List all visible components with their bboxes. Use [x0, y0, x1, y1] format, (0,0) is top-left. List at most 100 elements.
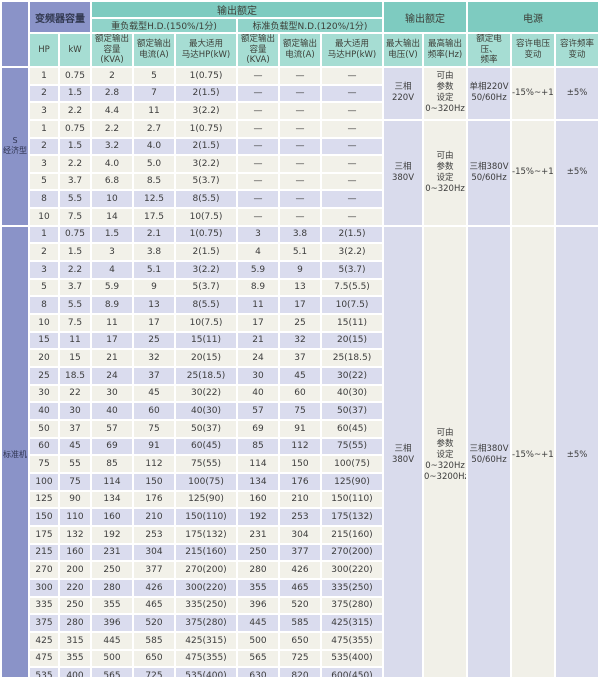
cell-hd-kva: 396 [92, 615, 132, 631]
cell-kw: 280 [60, 615, 90, 631]
cell-nd-current: 25 [280, 315, 320, 331]
cell-hd-current: 32 [134, 350, 174, 367]
cell-nd-kva: — [238, 191, 278, 208]
table-row: 300 220 280 426 300(220) 355 465 335(250) [2, 579, 598, 596]
cell-nd-current: 75 [280, 403, 320, 419]
cell-hd-motor: 2(1.5) [176, 138, 236, 155]
max-output-frequency-header: 最高输出 频率(Hz) [424, 34, 466, 66]
cell-hd-motor: 15(11) [176, 332, 236, 349]
cell-hd-motor: 60(45) [176, 438, 236, 455]
cell-nd-kva: 17 [238, 315, 278, 331]
table-row: 75 55 85 112 75(55) 114 150 100(75) [2, 456, 598, 472]
section-label: S 经济型 [2, 67, 28, 225]
cell-nd-motor: 2(1.5) [322, 226, 382, 243]
cell-nd-current: — [280, 173, 320, 190]
cell-hp: 3 [30, 103, 58, 119]
cell-hp: 375 [30, 615, 58, 631]
cell-kw: 0.75 [60, 226, 90, 243]
cell-hd-kva: 30 [92, 385, 132, 402]
cell-kw: 0.75 [60, 67, 90, 84]
cell-kw: 315 [60, 632, 90, 649]
cell-hd-kva: 24 [92, 368, 132, 384]
cell-hp: 10 [30, 209, 58, 225]
cell-nd-kva: 231 [238, 526, 278, 543]
cell-hp: 15 [30, 332, 58, 349]
cell-nd-motor: 10(7.5) [322, 297, 382, 314]
corner-cell [2, 2, 28, 66]
cell-nd-kva: — [238, 156, 278, 172]
max-output-frequency-cell: 可由 参数 设定 0~320Hz [424, 120, 466, 225]
cell-nd-current: — [280, 156, 320, 172]
cell-hd-motor: 2(1.5) [176, 85, 236, 102]
cell-nd-motor: 335(250) [322, 579, 382, 596]
max-output-voltage-cell: 三相 380V [384, 226, 422, 677]
power-supply-cell: 单相220V 50/60Hz [468, 67, 510, 119]
cell-hd-motor: 150(110) [176, 509, 236, 525]
cell-nd-motor: — [322, 173, 382, 190]
cell-kw: 0.75 [60, 120, 90, 137]
cell-kw: 90 [60, 491, 90, 508]
cell-kw: 7.5 [60, 209, 90, 225]
cell-hd-motor: 425(315) [176, 632, 236, 649]
cell-nd-kva: 8.9 [238, 279, 278, 296]
cell-hp: 215 [30, 544, 58, 561]
hp-column-header: HP [30, 34, 58, 66]
cell-hd-motor: 3(2.2) [176, 103, 236, 119]
cell-hp: 30 [30, 385, 58, 402]
cell-nd-motor: 100(75) [322, 456, 382, 472]
cell-hd-kva: 114 [92, 473, 132, 490]
cell-nd-current: 17 [280, 297, 320, 314]
cell-hd-current: 45 [134, 385, 174, 402]
cell-nd-motor: 60(45) [322, 421, 382, 437]
cell-nd-kva: 192 [238, 509, 278, 525]
cell-hd-current: 4.0 [134, 138, 174, 155]
cell-hp: 335 [30, 597, 58, 614]
cell-kw: 1.5 [60, 244, 90, 261]
cell-hd-kva: 4 [92, 262, 132, 278]
cell-nd-motor: 175(132) [322, 509, 382, 525]
cell-hd-current: 2.7 [134, 120, 174, 137]
cell-kw: 200 [60, 562, 90, 578]
table-row: 30 22 30 45 30(22) 40 60 40(30) [2, 385, 598, 402]
cell-hp: 1 [30, 67, 58, 84]
table-row: S 经济型 1 0.75 2 5 1(0.75) — — — 三相 220V 可由 参数 设定 0~… [2, 67, 599, 225]
cell-hd-motor: 30(22) [176, 385, 236, 402]
cell-nd-motor: — [322, 120, 382, 137]
cell-kw: 5.5 [60, 191, 90, 208]
cell-hd-current: 585 [134, 632, 174, 649]
cell-nd-current: 13 [280, 279, 320, 296]
cell-nd-motor: 270(200) [322, 544, 382, 561]
cell-hd-motor: 1(0.75) [176, 67, 236, 84]
voltage-tolerance-cell: -15%~+10% [512, 226, 554, 677]
table-row: 425 315 445 585 425(315) 500 650 475(355) [2, 632, 598, 649]
cell-nd-motor: — [322, 67, 382, 84]
cell-nd-motor: 50(37) [322, 403, 382, 419]
cell-nd-kva: 4 [238, 244, 278, 261]
table-row: 50 37 57 75 50(37) 69 91 60(45) [2, 421, 598, 437]
output-rating-header: 输出额定 [92, 2, 382, 17]
max-output-voltage-cell: 三相 380V [384, 120, 422, 225]
cell-nd-current: 820 [280, 668, 320, 677]
cell-hd-kva: 6.8 [92, 173, 132, 190]
cell-kw: 250 [60, 597, 90, 614]
cell-hd-motor: 1(0.75) [176, 120, 236, 137]
cell-hd-current: 112 [134, 456, 174, 472]
power-header: 电源 [468, 2, 599, 32]
cell-nd-kva: — [238, 103, 278, 119]
cell-nd-current: — [280, 120, 320, 137]
cell-nd-current: 426 [280, 562, 320, 578]
table-row: 100 75 114 150 100(75) 134 176 125(90) [2, 473, 598, 490]
cell-hp: 1 [30, 226, 58, 243]
cell-hp: 40 [30, 403, 58, 419]
cell-hd-motor: 75(55) [176, 456, 236, 472]
cell-nd-kva: 85 [238, 438, 278, 455]
cell-hp: 75 [30, 456, 58, 472]
cell-hd-current: 11 [134, 103, 174, 119]
cell-hd-kva: 4.4 [92, 103, 132, 119]
cell-kw: 45 [60, 438, 90, 455]
cell-hd-current: 17 [134, 315, 174, 331]
cell-nd-current: 725 [280, 650, 320, 667]
cell-kw: 2.2 [60, 103, 90, 119]
power-supply-cell: 三相380V 50/60Hz [468, 226, 510, 677]
cell-nd-current: 650 [280, 632, 320, 649]
